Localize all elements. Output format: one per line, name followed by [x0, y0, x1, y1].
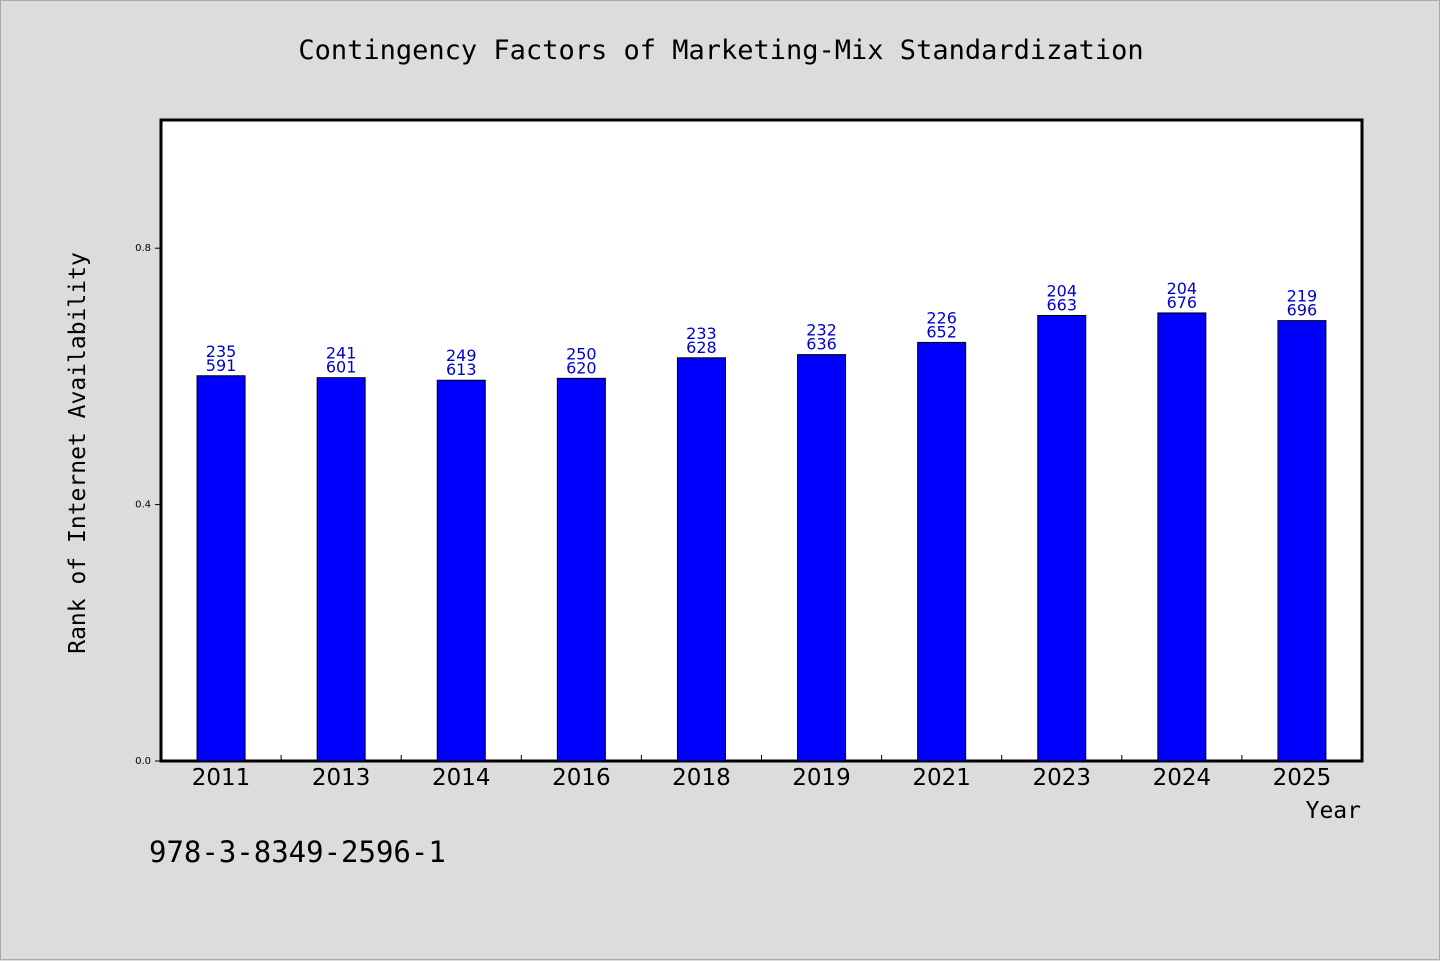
- y-axis-label: Rank of Internet Availability: [65, 252, 91, 654]
- bar: [797, 354, 847, 762]
- chart-title: Contingency Factors of Marketing-Mix Sta…: [298, 35, 1144, 66]
- data-label-bottom: 601: [326, 358, 357, 377]
- data-label-top: 204: [1167, 279, 1198, 298]
- bar: [316, 377, 366, 762]
- x-tick-label: 2013: [312, 765, 371, 791]
- x-tick-label: 2024: [1153, 765, 1212, 791]
- data-label-bottom: 636: [806, 335, 837, 354]
- x-tick-label: 2016: [552, 765, 611, 791]
- bar: [917, 341, 967, 762]
- bar: [556, 377, 606, 762]
- data-label-top: 204: [1046, 282, 1077, 301]
- bar: [1277, 320, 1327, 762]
- data-label-bottom: 652: [926, 322, 957, 341]
- x-tick-label: 2023: [1032, 765, 1091, 791]
- bar: [1037, 315, 1087, 762]
- y-tick-label: 0.4: [135, 500, 151, 511]
- data-label-bottom: 663: [1046, 296, 1077, 315]
- data-label-top: 249: [446, 346, 477, 365]
- bar: [1157, 312, 1207, 762]
- y-tick-label: 0.0: [135, 756, 151, 767]
- bar: [436, 379, 486, 762]
- data-label-top: 250: [566, 344, 597, 363]
- bar-series: [196, 312, 1327, 762]
- data-label-bottom: 613: [446, 360, 477, 379]
- x-tick-label: 2021: [912, 765, 971, 791]
- data-label-bottom: 591: [206, 356, 237, 375]
- y-tick-label: 0.8: [135, 243, 151, 254]
- x-tick-label: 2025: [1273, 765, 1332, 791]
- data-label-top: 226: [926, 308, 957, 327]
- isbn-footnote: 978-3-8349-2596-1: [149, 835, 446, 869]
- data-label-bottom: 628: [686, 338, 717, 357]
- x-tick-label: 2014: [432, 765, 491, 791]
- data-label-top: 235: [206, 342, 237, 361]
- x-axis-label: Year: [1306, 798, 1361, 824]
- x-axis: 2011 2013 2014 2016 2018 2019 2021 2023 2024 2025: [192, 755, 1331, 791]
- y-axis: 0.0 0.4 0.8: [135, 243, 161, 767]
- x-tick-label: 2018: [672, 765, 731, 791]
- data-label-top: 219: [1287, 287, 1318, 306]
- data-label-bottom: 676: [1167, 293, 1198, 312]
- data-label-top: 232: [806, 321, 837, 340]
- x-tick-label: 2011: [192, 765, 251, 791]
- data-label-bottom: 620: [566, 358, 597, 377]
- data-label-top: 233: [686, 324, 717, 343]
- data-label-bottom: 696: [1287, 301, 1318, 320]
- bar: [676, 357, 726, 762]
- bar: [196, 375, 246, 762]
- data-label-top: 241: [326, 344, 357, 363]
- x-tick-label: 2019: [792, 765, 851, 791]
- data-labels: 2355912416012496132506202336282326362266…: [206, 279, 1317, 379]
